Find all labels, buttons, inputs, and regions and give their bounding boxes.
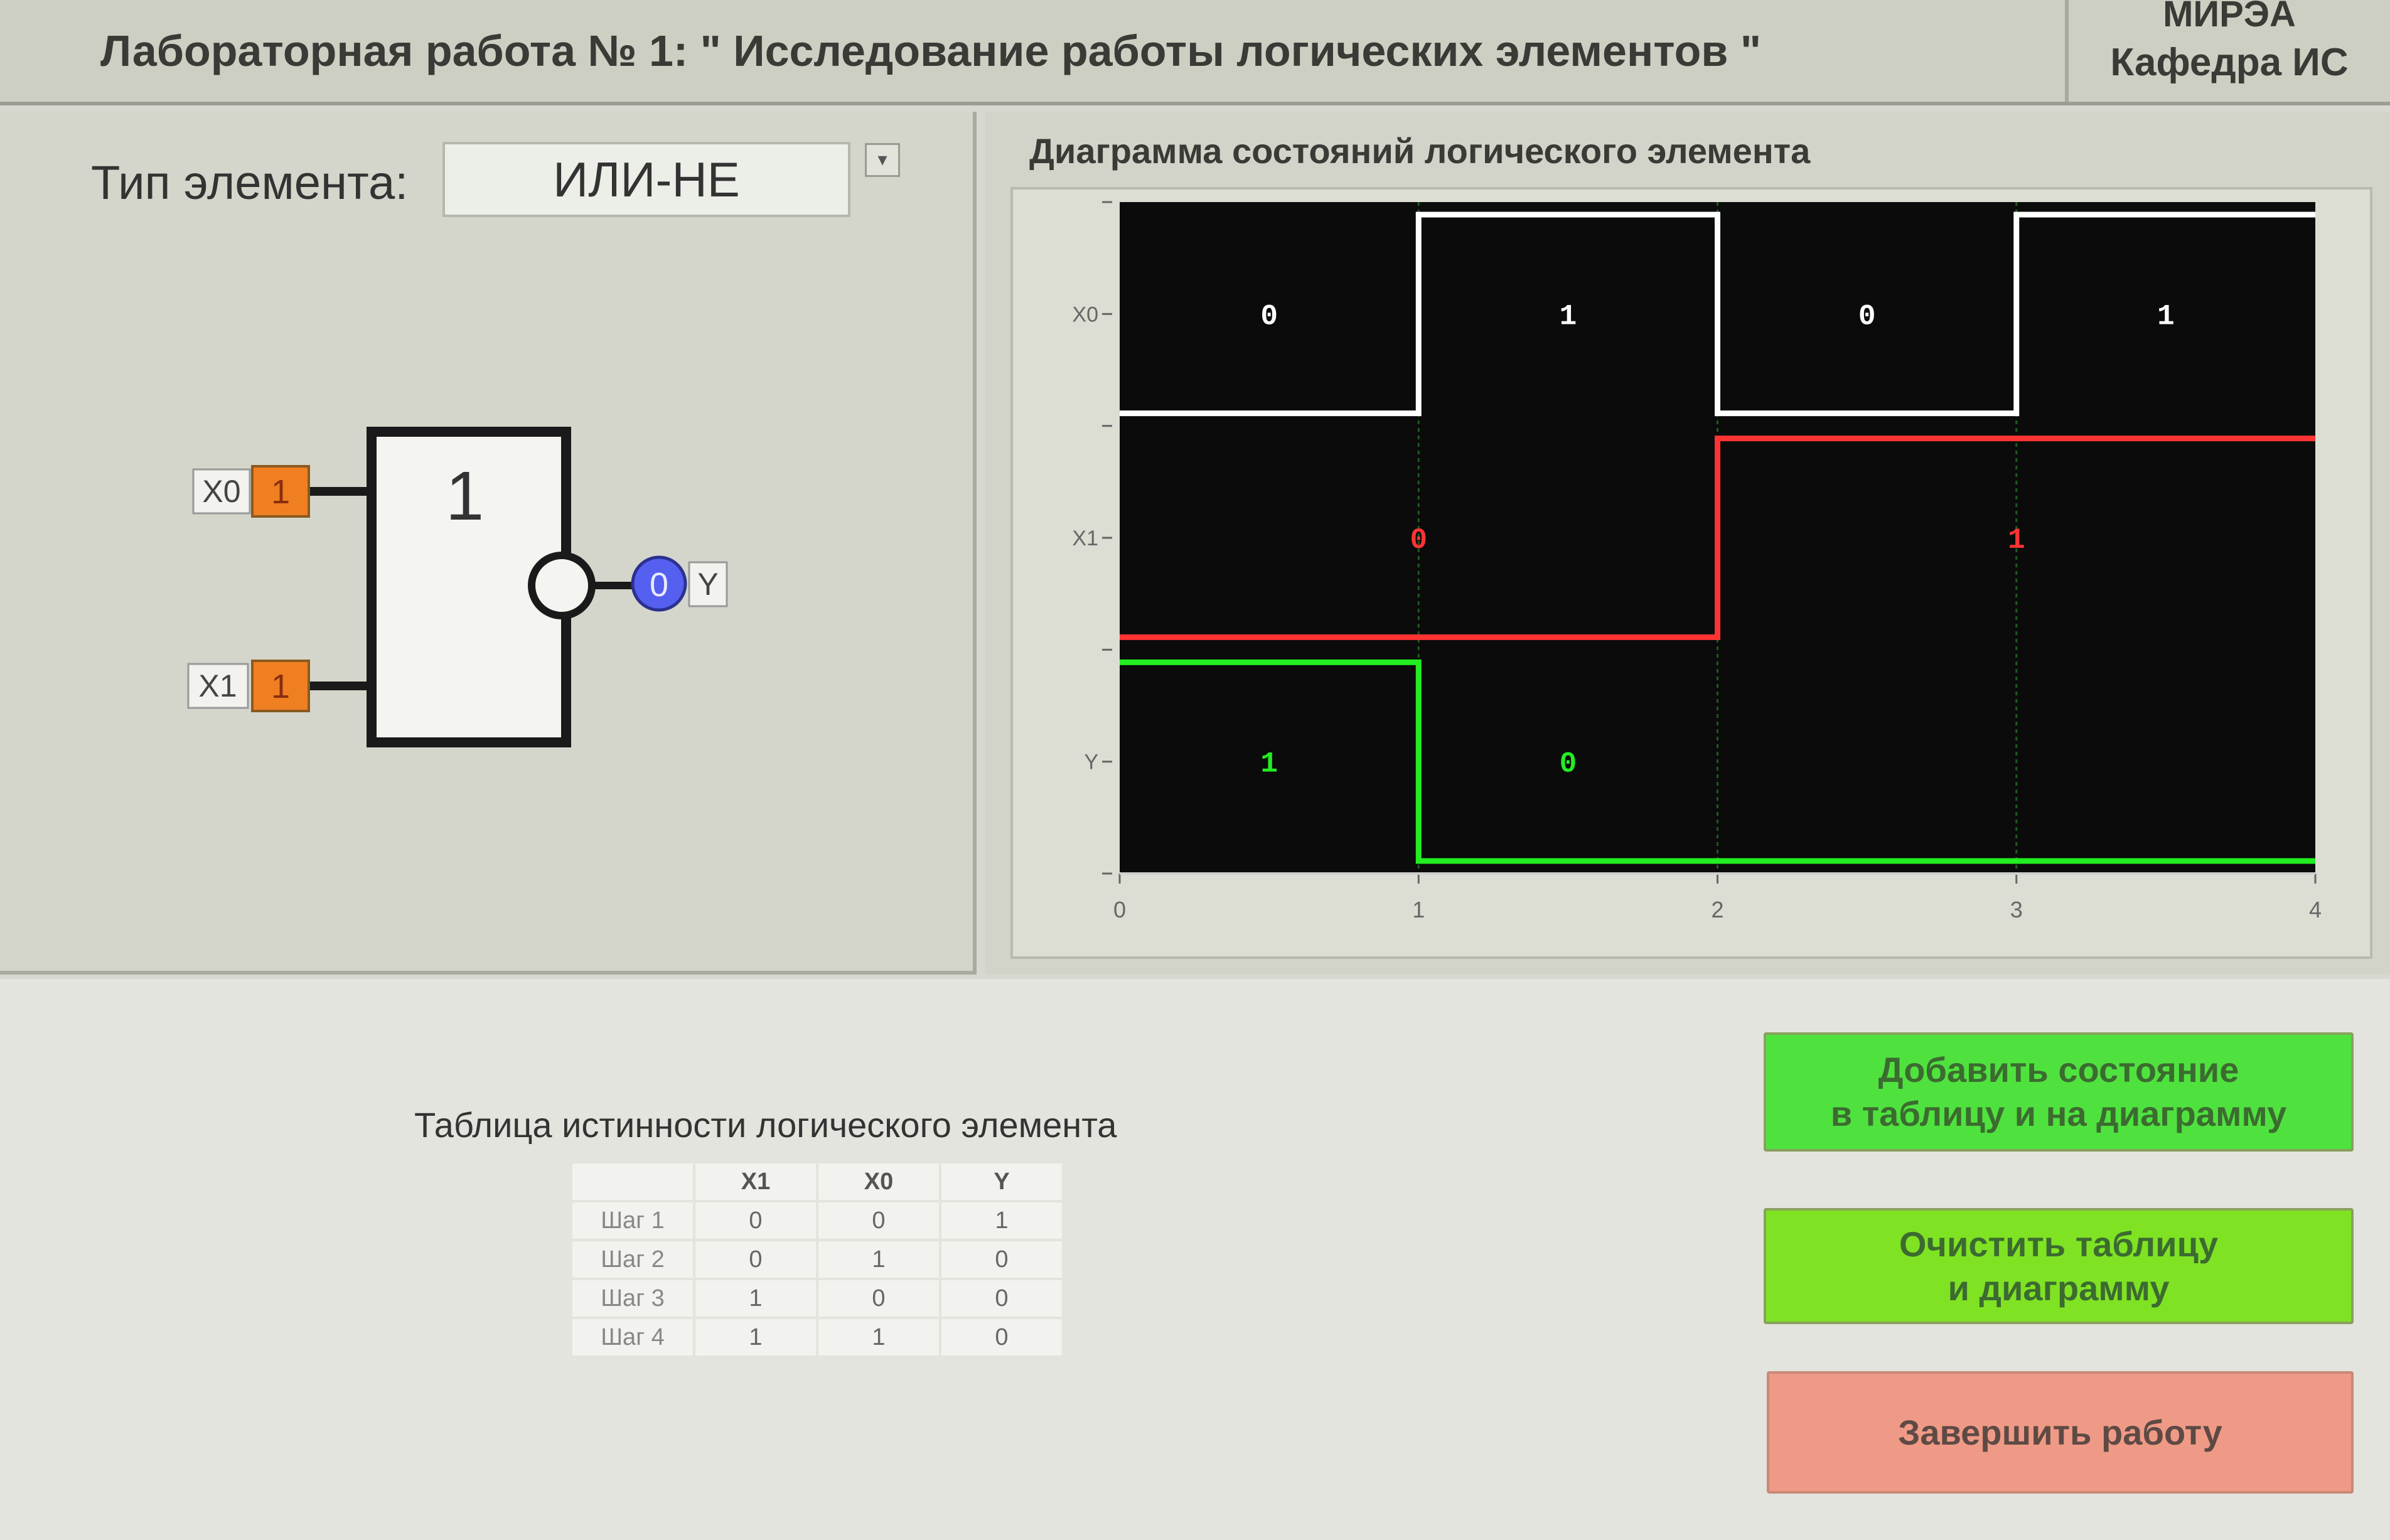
y-tick-label-y: Y	[1084, 751, 1098, 774]
x-tick-label: 3	[2010, 897, 2023, 922]
chart-frame: 0 1 2 3 4 X0 0 1 0 1 X1 0 1 Y 1 0	[1010, 187, 2372, 959]
x-tick-label: 4	[2309, 897, 2322, 922]
input-x0-toggle[interactable]	[251, 465, 310, 518]
output-value: 0	[650, 566, 668, 604]
chart-panel: Диаграмма состояний логического элемента…	[985, 112, 2390, 975]
input-x1-label: X1	[198, 668, 237, 703]
state-diagram: 0 1 2 3 4 X0 0 1 0 1 X1 0 1 Y 1 0	[1072, 201, 2322, 922]
value-label-y: 0	[1560, 748, 1577, 781]
chevron-down-icon[interactable]: ▾	[865, 143, 900, 177]
row-label: Шаг 4	[572, 1319, 693, 1356]
value-label-x0: 1	[1560, 300, 1577, 333]
input-x0-label: X0	[202, 474, 240, 509]
input-x1-label-box	[187, 663, 249, 709]
y-tick-label-x0: X0	[1072, 302, 1098, 326]
cell-x1: 0	[695, 1202, 816, 1239]
table-row: Шаг 3 1 0 0	[572, 1280, 1062, 1317]
org-name: МИРЭА	[2163, 0, 2296, 35]
row-label: Шаг 3	[572, 1280, 693, 1317]
element-type-select[interactable]: ИЛИ-НЕ	[442, 142, 850, 217]
table-header-row: X1 X0 Y	[572, 1163, 1062, 1200]
header-bar: Лабораторная работа № 1: " Исследование …	[0, 0, 2390, 105]
finish-button-label: Завершить работу	[1898, 1412, 2222, 1452]
cell-x0: 1	[818, 1319, 939, 1356]
input-x1-value: 1	[271, 668, 290, 705]
value-label-x0: 1	[2157, 300, 2175, 333]
cell-x0: 0	[818, 1280, 939, 1317]
row-label: Шаг 2	[572, 1241, 693, 1278]
header-cell-x0: X0	[818, 1163, 939, 1200]
cell-x1: 1	[695, 1319, 816, 1356]
cell-x1: 1	[695, 1280, 816, 1317]
finish-button[interactable]: Завершить работу	[1767, 1371, 2354, 1494]
org-box: МИРЭА Кафедра ИС	[2065, 0, 2390, 102]
clear-button[interactable]: Очистить таблицу и диаграмму	[1764, 1208, 2354, 1324]
department-name: Кафедра ИС	[2110, 41, 2349, 84]
x-tick-label: 1	[1412, 897, 1425, 922]
truth-table: X1 X0 Y Шаг 1 0 0 1 Шаг 2 0 1 0 Шаг 3 1 …	[570, 1161, 1064, 1358]
page-title: Лабораторная работа № 1: " Исследование …	[100, 26, 1762, 75]
cell-x0: 1	[818, 1241, 939, 1278]
row-label: Шаг 1	[572, 1202, 693, 1239]
value-label-x0: 0	[1260, 300, 1278, 333]
add-state-button-line2: в таблицу и на диаграмму	[1830, 1094, 2287, 1133]
value-label-y: 1	[1260, 748, 1278, 781]
value-label-x1: 1	[2008, 524, 2025, 557]
x-tick-label: 2	[1711, 897, 1723, 922]
value-label-x0: 0	[1858, 300, 1876, 333]
chart-title: Диаграмма состояний логического элемента	[1029, 131, 1811, 171]
cell-y: 0	[941, 1319, 1062, 1356]
output-label-box	[688, 561, 728, 607]
add-state-button-line1: Добавить состояние	[1878, 1050, 2239, 1089]
cell-x0: 0	[818, 1202, 939, 1239]
table-caption: Таблица истинности логического элемента	[414, 1105, 1117, 1145]
value-label-x1: 0	[1410, 524, 1427, 557]
clear-button-line2: и диаграмму	[1948, 1268, 2170, 1308]
inversion-bubble	[528, 552, 596, 619]
waveform-y	[1120, 659, 2315, 864]
waveform-x1	[1120, 436, 2315, 640]
input-x0-label-box	[192, 468, 251, 515]
bottom-panel: Таблица истинности логического элемента …	[0, 979, 2390, 1540]
element-type-label: Тип элемента:	[91, 156, 409, 210]
output-led	[631, 555, 687, 612]
output-label: Y	[697, 567, 718, 602]
cell-y: 0	[941, 1280, 1062, 1317]
table-row: Шаг 4 1 1 0	[572, 1319, 1062, 1356]
header-cell-corner	[572, 1163, 693, 1200]
header-cell-x1: X1	[695, 1163, 816, 1200]
clear-button-line1: Очистить таблицу	[1899, 1224, 2219, 1264]
cell-y: 0	[941, 1241, 1062, 1278]
cell-y: 1	[941, 1202, 1062, 1239]
x-tick-label: 0	[1113, 897, 1126, 922]
table-row: Шаг 2 0 1 0	[572, 1241, 1062, 1278]
header-cell-y: Y	[941, 1163, 1062, 1200]
y-tick-label-x1: X1	[1072, 527, 1098, 550]
gate-diagram: 1 X0 1 X1 1 0 Y	[187, 427, 728, 747]
table-row: Шаг 1 0 0 1	[572, 1202, 1062, 1239]
input-x1-toggle[interactable]	[251, 660, 310, 712]
waveform-x0	[1120, 211, 2315, 417]
gate-symbol: 1	[446, 457, 484, 535]
input-x0-value: 1	[271, 473, 290, 511]
add-state-button[interactable]: Добавить состояние в таблицу и на диагра…	[1764, 1032, 2354, 1152]
cell-x1: 0	[695, 1241, 816, 1278]
element-panel: Тип элемента: ИЛИ-НЕ ▾ 1 X0 1 X1 1 0 Y	[0, 112, 977, 975]
